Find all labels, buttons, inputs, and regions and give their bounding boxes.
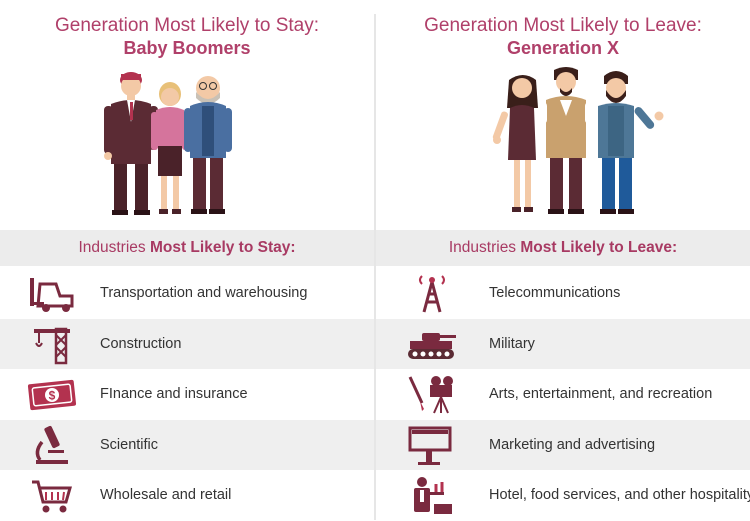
stay-title-line2: Baby Boomers [123,38,251,58]
leave-industries-header: Industries Most Likely to Leave: [376,230,750,266]
billboard-icon [408,426,452,465]
list-item: Arts, entertainment, and recreation [376,369,750,420]
column-divider [374,14,376,520]
stay-generation-title: Generation Most Likely to Stay: Baby Boo… [0,15,374,59]
microscope-icon [35,425,68,464]
crane-icon [34,327,70,364]
stay-industries-bold: Most Likely to Stay: [149,239,296,256]
leave-generation-title: Generation Most Likely to Leave: Generat… [376,15,750,59]
tank-icon [408,332,456,359]
industry-label: Wholesale and retail [100,487,232,504]
generation-x-people-icon [492,67,664,214]
svg-text:$: $ [49,389,56,403]
forklift-icon [30,278,74,312]
stay-industries-list: Transportation and warehousing Construct… [0,268,374,521]
list-item: Scientific [0,419,374,471]
brush-camera-icon [408,376,453,414]
dollar-bill-icon: $ [27,380,77,411]
list-item: Military [376,318,750,370]
list-item: Marketing and advertising [376,419,750,471]
industry-label: Arts, entertainment, and recreation [489,386,713,403]
industry-label: Transportation and warehousing [100,285,308,301]
leave-title-line2: Generation X [506,38,620,58]
list-item: Wholesale and retail [0,470,374,521]
generation-x-illustration [376,66,750,218]
stay-industries-prefix: Industries [78,239,150,256]
industry-label: Construction [100,335,182,352]
industry-label: Military [489,335,535,352]
leave-industries-list: Telecommunications Military [376,268,750,521]
stay-title-line1: Generation Most Likely to Stay: [54,15,319,36]
baby-boomers-people-icon [104,72,232,215]
leave-industries-bold: Most Likely to Leave: [520,239,678,256]
radio-tower-icon [419,275,445,313]
leave-title-line1: Generation Most Likely to Leave: [424,15,702,36]
list-item: Transportation and warehousing [0,268,374,319]
waiter-icon [414,477,452,515]
list-item: Telecommunications [376,268,750,319]
leave-industries-prefix: Industries [448,239,521,256]
industry-label: Hotel, food services, and other hospital… [489,487,750,504]
list-item: Construction [0,318,374,370]
industry-label: Scientific [100,436,159,453]
industry-label: Telecommunications [489,285,621,301]
stay-industries-header: Industries Most Likely to Stay: [0,230,374,266]
industry-label: FInance and insurance [100,386,248,403]
list-item: $ FInance and insurance [0,369,374,420]
industry-label: Marketing and advertising [489,436,656,453]
list-item: Hotel, food services, and other hospital… [376,470,750,521]
shopping-cart-icon [32,480,72,513]
baby-boomers-illustration [0,66,374,218]
